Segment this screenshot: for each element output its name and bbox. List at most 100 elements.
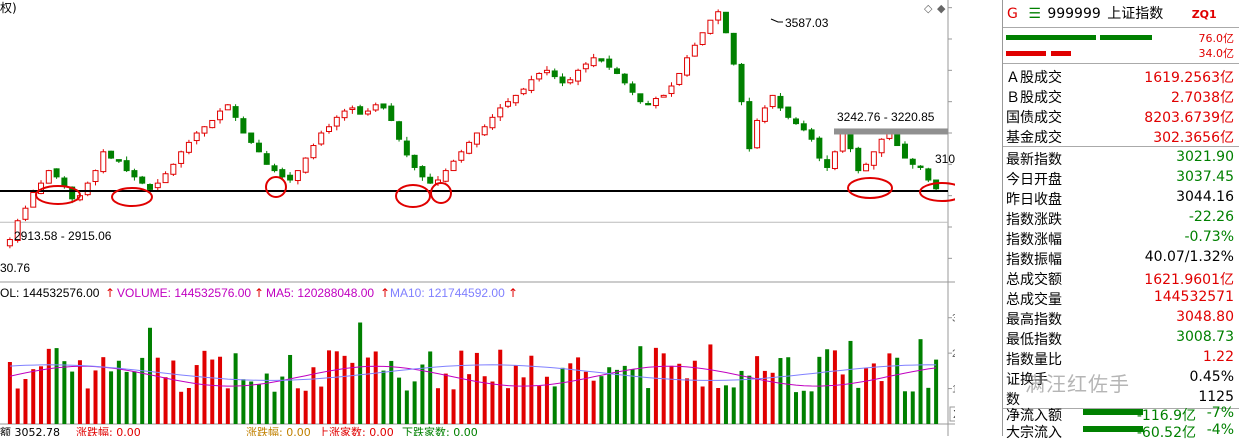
info-label: 最高指数 xyxy=(1006,312,1062,328)
right-cut-label: 310 xyxy=(935,152,955,166)
candle-body xyxy=(271,165,278,172)
info-label: 指数涨幅 xyxy=(1006,232,1062,248)
volume-bar xyxy=(856,387,861,424)
volume-bar xyxy=(443,373,448,424)
candle-body xyxy=(318,132,325,145)
info-label: 净流入额 xyxy=(1006,408,1062,424)
candle-body xyxy=(162,173,169,184)
info-row: 基金成交 302.3656亿 xyxy=(1003,126,1239,147)
support-circle xyxy=(111,187,153,207)
volume-bar xyxy=(288,354,293,424)
volume-bar xyxy=(435,388,440,424)
volume-header-ma10: MA10: 121744592.00 xyxy=(390,286,505,300)
candle-body xyxy=(466,141,473,154)
candle-body xyxy=(637,93,644,103)
volume-bar xyxy=(879,381,884,424)
candle-body xyxy=(310,145,317,159)
candle-body xyxy=(279,169,286,178)
candle-body xyxy=(652,98,659,107)
candle-body xyxy=(746,101,753,150)
candle-body xyxy=(676,72,683,85)
candle-body xyxy=(61,177,68,187)
volume-bar xyxy=(926,387,931,424)
volume-bar xyxy=(653,347,658,424)
info-label: Ａ股成交 xyxy=(1006,70,1062,86)
support-circle xyxy=(265,176,287,198)
volume-bar xyxy=(179,391,184,424)
footer-e: 下跌家数: 0.00 xyxy=(402,425,478,436)
info-label: 昨日收盘 xyxy=(1006,192,1062,208)
volume-bar xyxy=(770,372,775,424)
volume-bar xyxy=(39,366,44,424)
volume-bar xyxy=(412,381,417,424)
info-label: 最低指数 xyxy=(1006,332,1062,348)
info-label: 大宗流入 xyxy=(1006,425,1062,441)
volume-bar xyxy=(218,356,223,424)
candle-body xyxy=(777,95,784,109)
volume-bar xyxy=(685,378,690,424)
support-circle xyxy=(847,177,893,199)
info-row: 最新指数 3021.90 xyxy=(1003,148,1239,168)
candle-body xyxy=(590,57,597,67)
index-code: 999999 xyxy=(1047,6,1101,22)
candle-body xyxy=(668,85,675,95)
volume-bar xyxy=(85,388,90,424)
volume-bar xyxy=(848,340,853,424)
info-label: 指数量比 xyxy=(1006,352,1062,368)
g-indicator[interactable]: G xyxy=(1007,6,1018,22)
candle-body xyxy=(645,103,652,106)
info-row: 总成交量 144532571 xyxy=(1003,288,1239,308)
zq-tag[interactable]: ZQ1 xyxy=(1191,8,1217,21)
volume-bar xyxy=(739,370,744,424)
bar-value-1: 76.0亿 xyxy=(1198,32,1235,45)
candle-body xyxy=(785,106,792,118)
candle-body xyxy=(240,118,247,134)
info-row: 证换手 0.45% xyxy=(1003,368,1239,388)
volume-bar xyxy=(576,357,581,424)
volume-bar xyxy=(7,361,12,424)
info-value: 3048.80 xyxy=(1176,309,1234,325)
up-arrow-icon: ↑ xyxy=(508,286,518,300)
candle-body xyxy=(139,176,146,184)
volume-bar xyxy=(23,379,28,424)
info-label: 指数振幅 xyxy=(1006,252,1062,268)
volume-bar xyxy=(350,362,355,424)
candle-body xyxy=(287,174,294,181)
volume-bar xyxy=(31,369,36,424)
volume-bar xyxy=(171,360,176,424)
volume-bar xyxy=(225,388,230,424)
candle-body xyxy=(512,94,519,104)
candle-body xyxy=(629,83,636,93)
info-label: 总成交额 xyxy=(1006,272,1062,288)
candle-body xyxy=(684,57,691,76)
info-value: 1619.2563亿 xyxy=(1144,70,1234,86)
diamond-outline-icon: ◇ xyxy=(924,2,933,15)
info-label: 最新指数 xyxy=(1006,152,1062,168)
volume-tick-label: 10000 xyxy=(952,384,955,396)
kline-chart-area[interactable]: 3600350034003300320031003000290028003000… xyxy=(0,0,994,439)
volume-bar xyxy=(482,376,487,424)
candle-body xyxy=(201,126,208,134)
info-value: 3021.90 xyxy=(1176,149,1234,165)
candle-body xyxy=(730,32,737,65)
volume-bar xyxy=(832,350,837,424)
candle-body xyxy=(450,160,457,172)
buy-bar xyxy=(1006,35,1096,40)
info-value: 1.22 xyxy=(1202,349,1234,365)
candle-body xyxy=(621,73,628,84)
volume-bar xyxy=(747,375,752,424)
high-pointer xyxy=(770,18,783,23)
list-icon[interactable]: ☰ xyxy=(1028,6,1041,22)
volume-tick-label: 20000 xyxy=(952,348,955,360)
volume-bar xyxy=(420,364,425,424)
volume-bar xyxy=(809,391,814,424)
candle-body xyxy=(839,132,846,152)
volume-bar xyxy=(661,353,666,424)
candle-body xyxy=(863,163,870,172)
info-value: 3044.16 xyxy=(1176,189,1234,205)
info-label: Ｂ股成交 xyxy=(1006,90,1062,106)
volume-bar xyxy=(404,390,409,424)
volume-bar xyxy=(342,355,347,424)
volume-bar xyxy=(116,360,121,424)
kline-chart[interactable]: 3600350034003300320031003000290028003000… xyxy=(0,0,994,439)
